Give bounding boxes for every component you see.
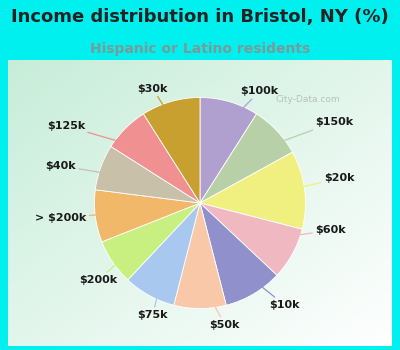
Wedge shape [174, 203, 226, 308]
Text: Hispanic or Latino residents: Hispanic or Latino residents [90, 42, 310, 56]
Text: $30k: $30k [138, 84, 177, 128]
Wedge shape [94, 190, 200, 242]
Text: $50k: $50k [201, 281, 240, 330]
Text: $40k: $40k [46, 161, 126, 177]
Text: Income distribution in Bristol, NY (%): Income distribution in Bristol, NY (%) [11, 8, 389, 26]
Wedge shape [200, 152, 306, 229]
Wedge shape [200, 98, 256, 203]
Wedge shape [102, 203, 200, 280]
Text: $200k: $200k [79, 247, 135, 285]
Wedge shape [200, 203, 302, 275]
Text: $20k: $20k [278, 173, 354, 193]
Text: $60k: $60k [269, 225, 346, 239]
Text: City-Data.com: City-Data.com [276, 95, 340, 104]
Text: $150k: $150k [258, 117, 353, 150]
Wedge shape [200, 114, 292, 203]
Wedge shape [128, 203, 200, 305]
Text: > $200k: > $200k [35, 213, 122, 223]
Text: $100k: $100k [223, 86, 279, 128]
Wedge shape [95, 146, 200, 203]
Wedge shape [111, 114, 200, 203]
Text: $75k: $75k [138, 272, 168, 320]
Text: $125k: $125k [47, 121, 144, 148]
Wedge shape [144, 98, 200, 203]
Text: $10k: $10k [241, 270, 300, 310]
Wedge shape [200, 203, 277, 305]
